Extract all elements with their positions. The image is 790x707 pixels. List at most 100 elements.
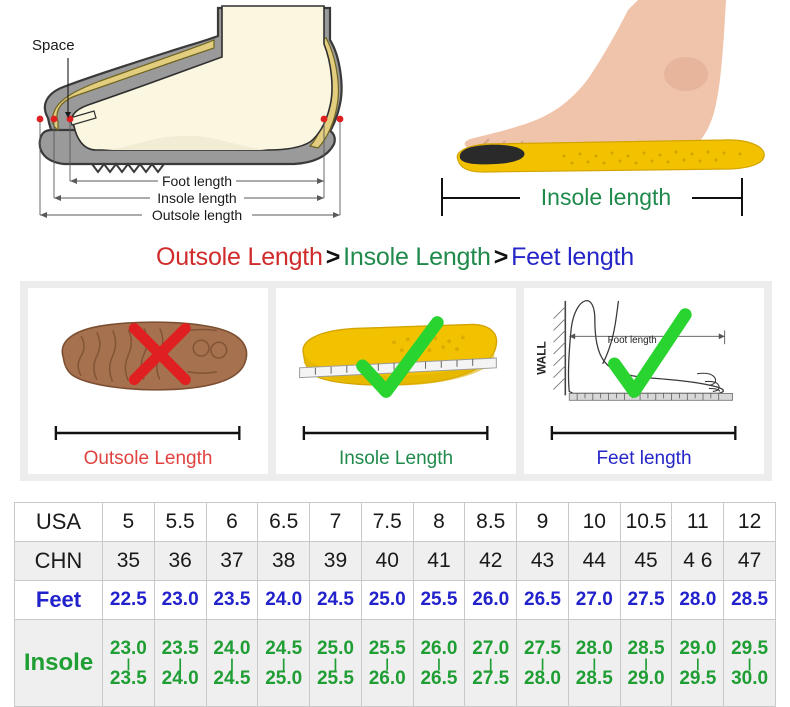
toe-detail	[69, 110, 97, 126]
cell-chn-5: 40	[360, 541, 414, 581]
cell-feet-12: 28.5	[723, 580, 776, 620]
insole-from-11: 29.0	[679, 637, 717, 659]
wall-label: WALL	[535, 341, 549, 374]
table-row-usa: USA 5 5.5 6 6.5 7 7.5 8 8.5 9 10 10.5 11…	[14, 502, 776, 542]
cell-chn-0: 35	[102, 541, 155, 581]
foot-and-leg	[464, 0, 726, 160]
cell-feet-0: 22.5	[102, 580, 155, 620]
title-sep-1: >	[325, 243, 341, 271]
insole-to-10: 29.0	[627, 667, 665, 689]
cell-feet-3: 24.0	[257, 580, 311, 620]
cell-feet-5: 25.0	[360, 580, 414, 620]
cell-insole-2: 24.0 | 24.5	[205, 619, 259, 707]
insole-to-11: 29.5	[679, 667, 717, 689]
insole-sep-9: |	[592, 655, 597, 671]
row-head-chn: CHN	[14, 541, 103, 581]
insole-from-6: 26.0	[420, 637, 458, 659]
ankle-bone	[664, 57, 708, 91]
insole-sep-5: |	[385, 655, 390, 671]
toe-padding	[51, 39, 215, 132]
table-row-insole: Insole 23.0 | 23.5 23.5 | 24.0 24.0 | 24…	[14, 619, 776, 707]
cell-insole-0: 23.0 | 23.5	[102, 619, 155, 707]
cell-feet-11: 28.0	[671, 580, 725, 620]
insole-to-3: 25.0	[265, 667, 303, 689]
cell-usa-7: 8.5	[464, 502, 518, 542]
cell-feet-1: 23.0	[153, 580, 207, 620]
tread-pattern	[91, 162, 165, 174]
title-feet: Feet length	[511, 243, 634, 271]
cell-insole-6: 26.0 | 26.5	[412, 619, 466, 707]
compare-label-outsole: Outsole Length	[83, 448, 213, 469]
insole-sep-7: |	[488, 655, 493, 671]
title-sep-2: >	[493, 243, 509, 271]
cell-insole-10: 28.5 | 29.0	[619, 619, 673, 707]
insole-to-2: 24.5	[213, 667, 251, 689]
marker-insole-tip	[50, 115, 58, 123]
insole-to-4: 25.5	[316, 667, 354, 689]
insole-from-10: 28.5	[627, 637, 665, 659]
cell-usa-3: 6.5	[257, 502, 311, 542]
cell-chn-10: 45	[619, 541, 673, 581]
cell-usa-0: 5	[102, 502, 155, 542]
cell-insole-5: 25.5 | 26.0	[360, 619, 414, 707]
feet-dimension-bar	[551, 426, 737, 440]
cell-usa-2: 6	[205, 502, 259, 542]
dim-insole-photo	[441, 178, 743, 216]
insole-sep-6: |	[437, 655, 441, 671]
insole-sep-3: |	[281, 655, 286, 671]
cell-insole-3: 24.5 | 25.0	[257, 619, 311, 707]
insole-sep-0: |	[126, 655, 131, 671]
insole-from-4: 25.0	[316, 637, 354, 659]
cell-feet-9: 27.0	[567, 580, 621, 620]
space-label: Space	[32, 37, 75, 54]
insole-to-9: 28.5	[575, 667, 613, 689]
insole-from-7: 27.0	[472, 637, 510, 659]
insole-from-12: 29.5	[731, 637, 769, 659]
insole-texture	[562, 150, 742, 165]
size-table-body: USA 5 5.5 6 6.5 7 7.5 8 8.5 9 10 10.5 11…	[14, 502, 776, 707]
cell-usa-10: 10.5	[619, 502, 673, 542]
insole-sep-4: |	[333, 655, 338, 671]
cell-feet-10: 27.5	[619, 580, 673, 620]
insole-to-0: 23.5	[109, 667, 147, 689]
compare-panel-outsole: Outsole Length	[28, 288, 268, 474]
compare-label-insole: Insole Length	[338, 448, 454, 469]
yellow-insole	[456, 139, 765, 173]
insole-from-2: 24.0	[213, 637, 251, 659]
outsole-dimension-bar	[55, 426, 241, 440]
cell-chn-12: 47	[723, 541, 776, 581]
row-head-usa: USA	[14, 502, 103, 542]
cell-usa-8: 9	[516, 502, 569, 542]
insole-from-3: 24.5	[265, 637, 303, 659]
page-title: Outsole Length > Insole Length > Feet length	[0, 243, 790, 272]
cell-usa-1: 5.5	[153, 502, 207, 542]
insole-to-5: 26.0	[368, 667, 406, 689]
cell-chn-6: 41	[412, 541, 466, 581]
insole-from-5: 25.5	[368, 637, 406, 659]
insole-sep-11: |	[695, 655, 700, 671]
insole-shadow	[303, 352, 495, 386]
inner-foot-length-label: Foot length	[608, 335, 657, 346]
insole-sep-2: |	[230, 655, 234, 671]
marker-heel-inner	[320, 115, 328, 123]
space-arrow-head	[65, 112, 71, 118]
foot-arch-shade	[98, 135, 268, 150]
cell-chn-8: 43	[516, 541, 569, 581]
cell-feet-4: 24.5	[309, 580, 362, 620]
ruler	[568, 393, 733, 401]
insole-to-1: 24.0	[161, 667, 199, 689]
insole-to-6: 26.5	[420, 667, 458, 689]
cell-insole-12: 29.5 | 30.0	[723, 619, 776, 707]
cell-feet-8: 26.5	[516, 580, 569, 620]
foot-shape	[70, 5, 333, 151]
toes	[697, 372, 721, 392]
insole-from-1: 23.5	[161, 637, 199, 659]
shoe-cross-section-diagram: Space Foot length	[18, 0, 418, 232]
comparison-strip: Outsole Length	[20, 281, 772, 481]
outsole-bottom-art	[61, 321, 248, 391]
cell-chn-9: 44	[567, 541, 621, 581]
cell-usa-5: 7.5	[360, 502, 414, 542]
foot-against-wall-art: WALL	[535, 300, 733, 401]
table-row-chn: CHN 35 36 37 38 39 40 41 42 43 44 45 4 6…	[14, 541, 776, 581]
